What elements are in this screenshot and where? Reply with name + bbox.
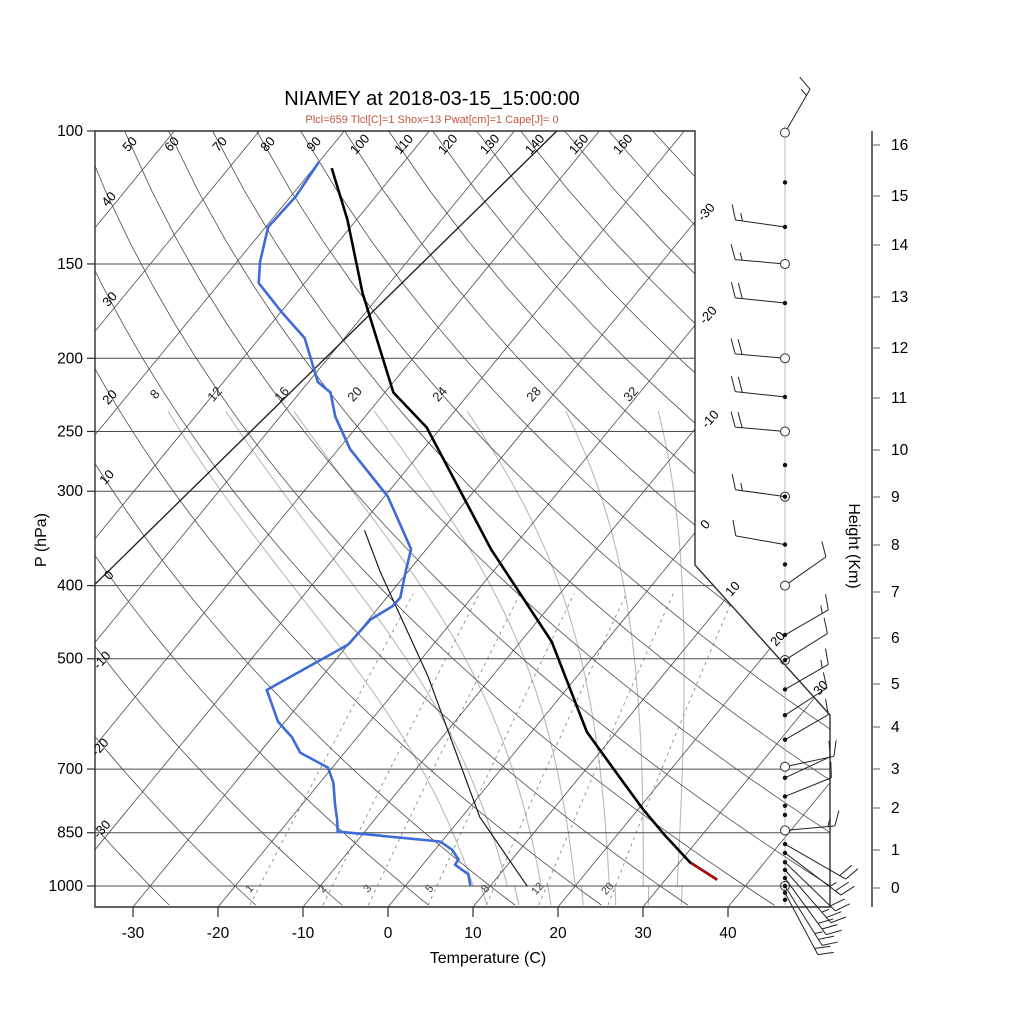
- svg-text:250: 250: [57, 423, 83, 440]
- svg-text:30: 30: [99, 289, 120, 310]
- svg-text:850: 850: [57, 825, 83, 842]
- svg-text:10: 10: [464, 925, 482, 942]
- height-axis-title: Height (Km): [845, 503, 862, 589]
- svg-text:7: 7: [891, 584, 900, 601]
- svg-text:-10: -10: [698, 407, 722, 431]
- svg-text:0: 0: [891, 880, 900, 897]
- svg-text:5: 5: [423, 883, 436, 896]
- svg-text:1: 1: [891, 842, 900, 859]
- svg-text:5: 5: [891, 676, 900, 693]
- svg-text:0: 0: [101, 567, 117, 582]
- svg-text:3: 3: [361, 883, 374, 896]
- svg-text:70: 70: [209, 134, 230, 155]
- svg-text:-10: -10: [90, 648, 114, 672]
- svg-text:13: 13: [891, 289, 908, 306]
- svg-text:0: 0: [697, 517, 713, 532]
- svg-text:110: 110: [391, 131, 416, 156]
- svg-text:-30: -30: [90, 817, 114, 841]
- svg-text:14: 14: [891, 237, 909, 254]
- svg-text:10: 10: [722, 578, 743, 599]
- svg-text:8: 8: [147, 386, 163, 401]
- svg-text:-30: -30: [122, 925, 145, 942]
- svg-text:200: 200: [57, 350, 83, 367]
- page-title: NIAMEY at 2018-03-15_15:00:00: [284, 88, 580, 110]
- svg-text:16: 16: [891, 137, 908, 154]
- svg-text:1: 1: [243, 883, 256, 896]
- svg-text:80: 80: [257, 134, 278, 155]
- svg-text:3: 3: [891, 761, 900, 778]
- svg-text:30: 30: [634, 925, 652, 942]
- svg-text:400: 400: [57, 578, 83, 595]
- svg-text:24: 24: [429, 384, 450, 405]
- svg-text:40: 40: [98, 189, 119, 210]
- svg-text:1000: 1000: [49, 878, 84, 895]
- svg-text:-20: -20: [696, 303, 720, 327]
- svg-text:120: 120: [435, 131, 461, 157]
- svg-text:-10: -10: [292, 925, 315, 942]
- svg-text:50: 50: [119, 134, 140, 155]
- svg-text:-30: -30: [694, 200, 718, 224]
- svg-text:16: 16: [271, 384, 292, 405]
- svg-text:140: 140: [522, 131, 548, 157]
- svg-text:150: 150: [57, 256, 83, 273]
- svg-text:20: 20: [99, 387, 120, 408]
- sounding-indices-subtitle: Plcl=659 Tlcl[C]=1 Shox=13 Pwat[cm]=1 Ca…: [305, 114, 559, 126]
- svg-text:-20: -20: [207, 925, 230, 942]
- svg-text:12: 12: [891, 340, 908, 357]
- svg-text:130: 130: [477, 131, 503, 157]
- svg-text:160: 160: [610, 131, 636, 157]
- svg-text:11: 11: [891, 390, 907, 407]
- svg-text:2: 2: [316, 883, 329, 896]
- svg-text:9: 9: [891, 489, 900, 506]
- svg-text:20: 20: [549, 925, 567, 942]
- svg-text:500: 500: [57, 651, 83, 668]
- svg-text:4: 4: [891, 719, 900, 736]
- svg-text:12: 12: [529, 880, 546, 897]
- svg-text:300: 300: [57, 483, 83, 500]
- svg-text:8: 8: [891, 537, 900, 554]
- svg-text:32: 32: [620, 384, 641, 405]
- svg-text:100: 100: [57, 123, 83, 140]
- svg-text:90: 90: [303, 134, 324, 155]
- svg-text:20: 20: [599, 880, 616, 897]
- svg-text:700: 700: [57, 761, 83, 778]
- svg-text:40: 40: [719, 925, 737, 942]
- svg-text:30: 30: [810, 677, 831, 698]
- svg-text:20: 20: [344, 384, 365, 405]
- pressure-axis-title: P (hPa): [33, 513, 50, 567]
- svg-text:2: 2: [891, 800, 900, 817]
- svg-text:150: 150: [566, 131, 592, 157]
- svg-text:0: 0: [384, 925, 393, 942]
- temperature-axis-title: Temperature (C): [429, 950, 547, 967]
- svg-text:8: 8: [479, 883, 492, 896]
- svg-text:6: 6: [891, 630, 900, 647]
- svg-text:-20: -20: [88, 735, 112, 759]
- svg-text:28: 28: [523, 384, 544, 405]
- svg-text:10: 10: [891, 442, 909, 459]
- svg-text:100: 100: [347, 131, 373, 157]
- svg-text:15: 15: [891, 188, 908, 205]
